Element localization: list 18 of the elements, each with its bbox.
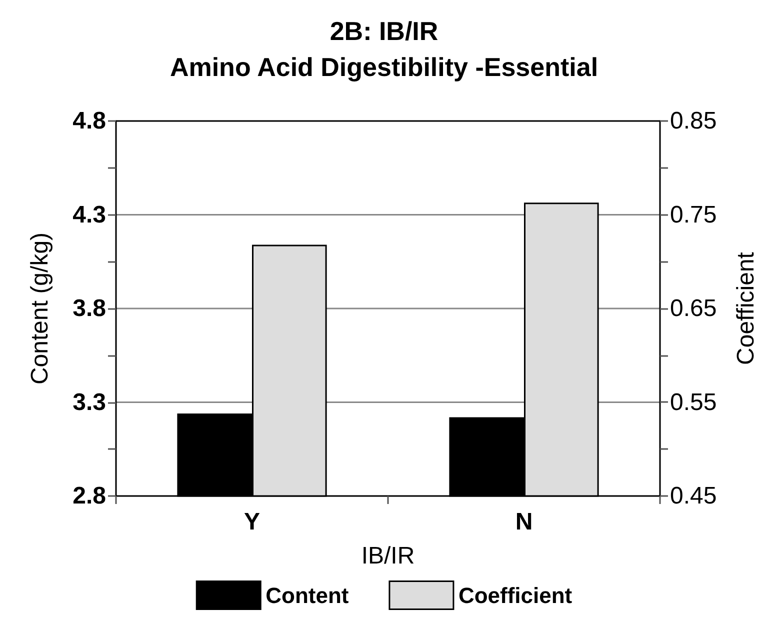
x-tick-label: N [515,508,533,536]
y-tick-label: 4.3 [72,201,106,228]
y-axis-title: Content (g/kg) [26,232,54,385]
x-tick-label: Y [244,508,260,536]
chart-title: 2B: IB/IR Amino Acid Digestibility -Essential [170,16,598,82]
x-axis-title: IB/IR [361,542,415,570]
y2-axis-title: Coefficient [732,252,760,365]
y-tick-label: 4.8 [72,108,106,134]
y-tick-label: 2.8 [72,482,106,510]
y2-tick-label: 0.85 [670,108,717,134]
y2-tick-label: 0.45 [670,482,717,510]
y-tick-label: 3.8 [72,295,106,322]
y2-tick-label: 0.65 [670,295,717,322]
y2-tick-label: 0.55 [670,388,717,416]
y2-tick-label: 0.75 [670,201,717,228]
legend-label: Coefficient [458,582,573,608]
y-tick-label: 3.3 [72,388,106,416]
legend-label: Content [266,582,350,608]
